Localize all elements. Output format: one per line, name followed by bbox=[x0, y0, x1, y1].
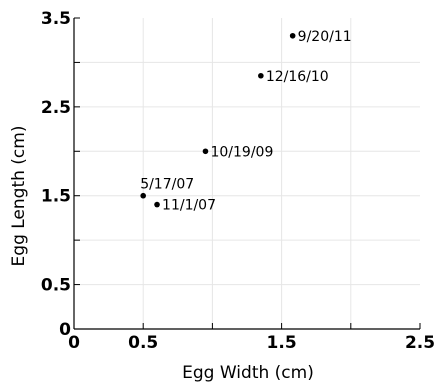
x-tick-label-3: 1.5 bbox=[267, 333, 297, 353]
axes-layer bbox=[73, 18, 420, 330]
y-tick-label-3: 1.5 bbox=[41, 187, 71, 207]
x-tick-label-5: 2.5 bbox=[405, 333, 435, 353]
y-tick-label-7: 3.5 bbox=[41, 9, 71, 29]
points-layer: 5/17/07 11/1/07 10/19/09 12/16/10 9/20/11 bbox=[140, 29, 351, 214]
data-point-label-1: 11/1/07 bbox=[162, 198, 216, 214]
y-tick-label-0: 0 bbox=[59, 320, 71, 340]
y-axis-title: Egg Length (cm) bbox=[9, 126, 29, 267]
ticks-layer: 0 0.5 1.5 2.5 0 0.5 1.5 2.5 3.5 bbox=[41, 9, 435, 353]
y-tick-label-5: 2.5 bbox=[41, 98, 71, 118]
data-point-2 bbox=[202, 148, 209, 155]
data-point-3 bbox=[258, 72, 264, 79]
data-point-label-2: 10/19/09 bbox=[210, 144, 273, 160]
data-point-label-0: 5/17/07 bbox=[140, 177, 194, 193]
data-point-4 bbox=[289, 32, 296, 39]
data-point-label-4: 9/20/11 bbox=[298, 29, 352, 45]
data-point-1 bbox=[154, 201, 160, 208]
grid-layer bbox=[74, 18, 420, 329]
x-tick-label-0: 0 bbox=[68, 333, 80, 353]
data-point-label-3: 12/16/10 bbox=[266, 69, 329, 85]
x-tick-label-1: 0.5 bbox=[128, 333, 158, 353]
y-tick-label-1: 0.5 bbox=[41, 276, 71, 296]
x-axis-title: Egg Width (cm) bbox=[182, 363, 314, 383]
data-point-0 bbox=[140, 192, 146, 199]
